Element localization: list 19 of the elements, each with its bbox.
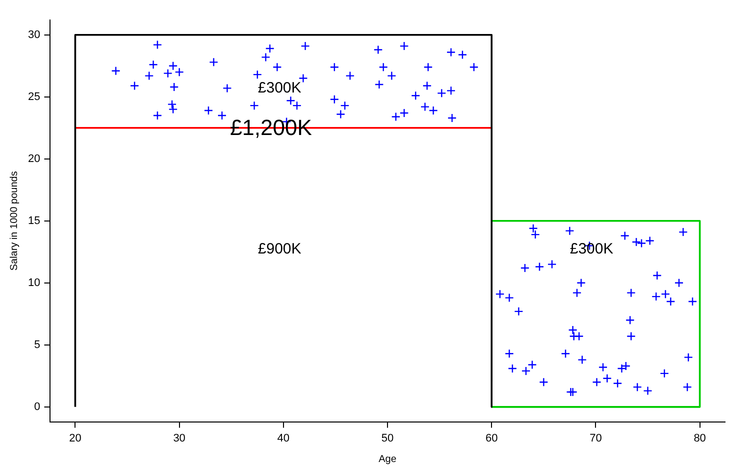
annotation: £900K (258, 240, 302, 258)
y-tick-label: 30 (28, 28, 40, 41)
x-tick-label: 60 (485, 432, 498, 444)
x-tick-label: 80 (694, 432, 706, 444)
x-tick-label: 40 (277, 432, 290, 444)
y-tick-label: 5 (34, 338, 40, 351)
x-tick-label: 20 (69, 432, 82, 444)
y-tick-label: 15 (28, 214, 40, 227)
y-tick-label: 25 (28, 90, 40, 103)
x-tick-label: 50 (381, 432, 394, 444)
y-tick-label: 0 (34, 400, 40, 413)
annotation: £300K (570, 240, 614, 258)
y-axis-title: Salary in 1000 pounds (8, 171, 20, 271)
x-tick-label: 70 (590, 432, 602, 444)
x-tick-label: 30 (173, 432, 186, 444)
y-tick-label: 10 (28, 276, 40, 289)
x-axis-title: Age (378, 454, 397, 465)
y-tick-label: 20 (28, 152, 40, 165)
annotation: £300K (258, 79, 302, 96)
